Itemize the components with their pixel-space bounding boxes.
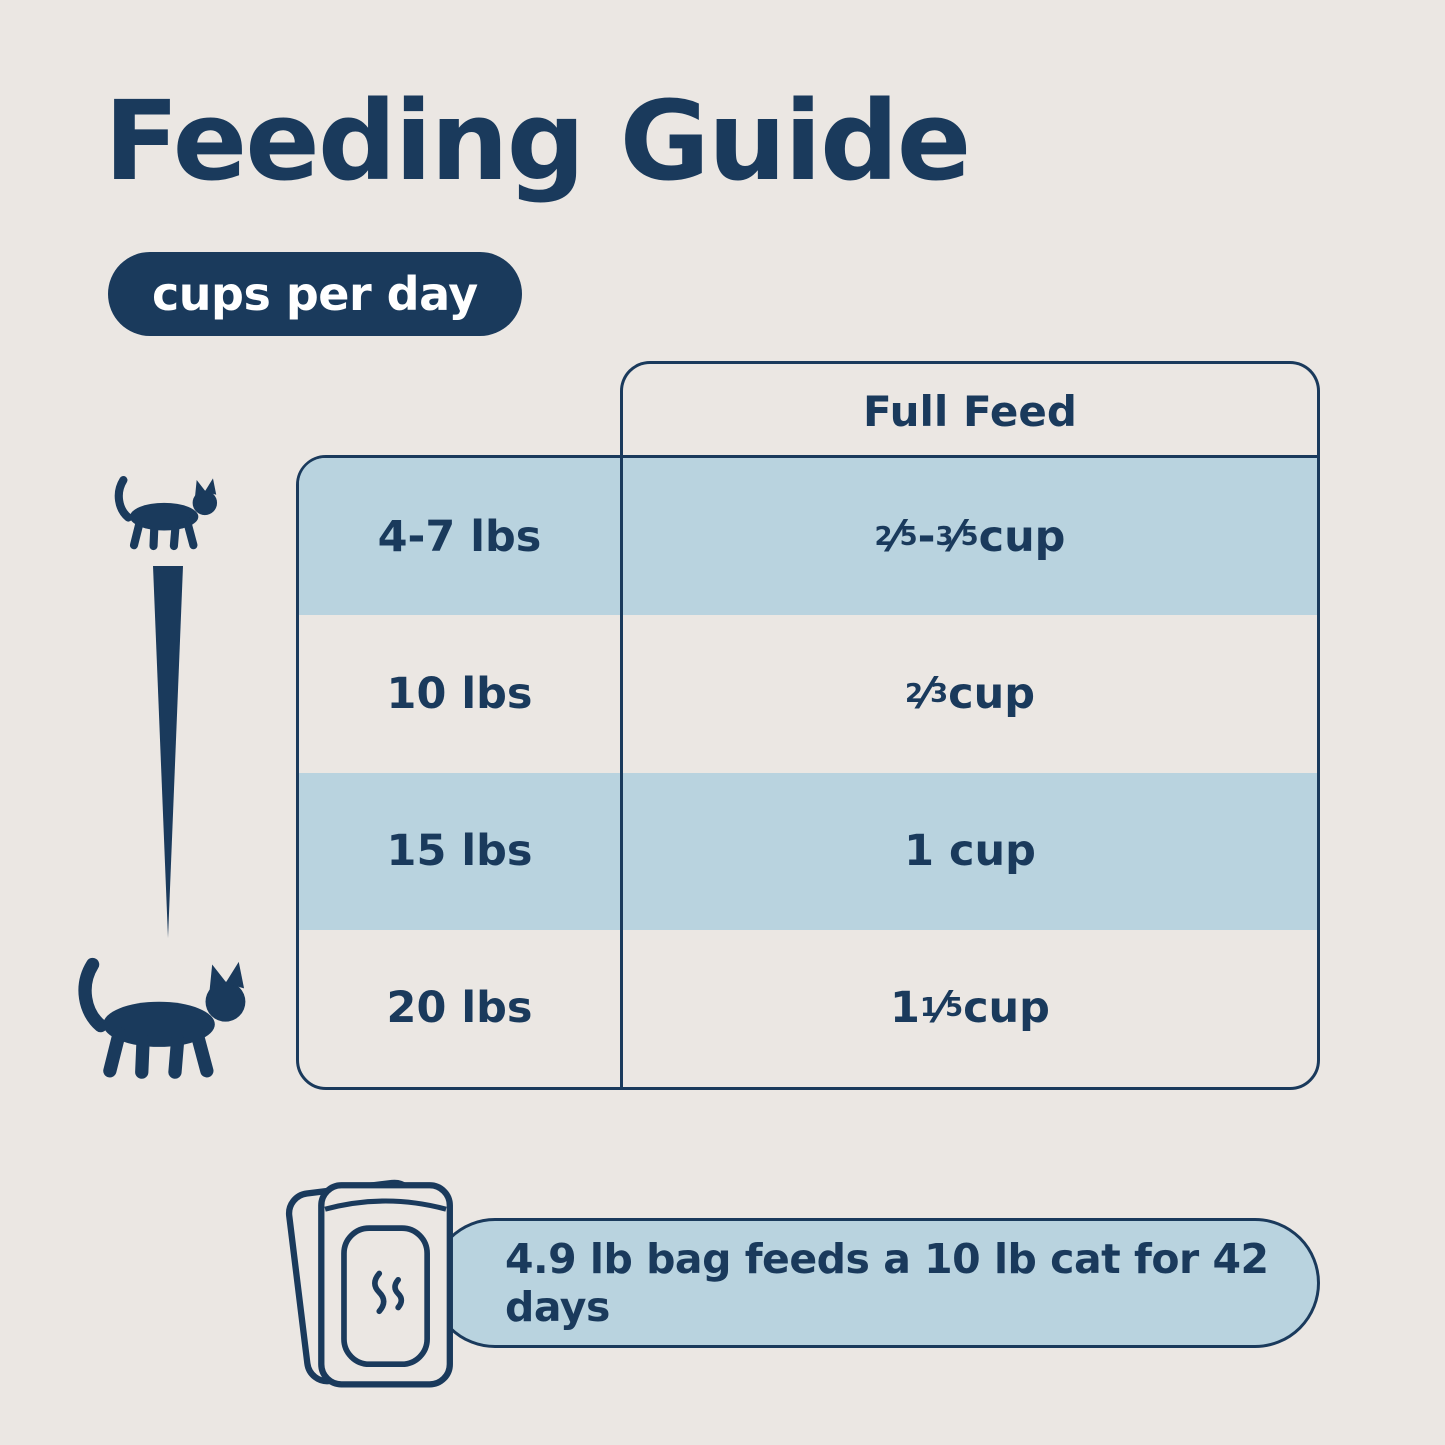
size-gradient-wedge-icon [153, 566, 183, 938]
amount-cell: 1 cup [620, 772, 1317, 930]
table-column-header: Full Feed [620, 361, 1320, 458]
table-row: 15 lbs 1 cup [299, 772, 1317, 930]
page-title: Feeding Guide [104, 77, 971, 205]
bag-feeds-banner: 4.9 lb bag feeds a 10 lb cat for 42 days [430, 1218, 1320, 1348]
weight-cell: 10 lbs [386, 668, 533, 719]
bag-feeds-banner-text: 4.9 lb bag feeds a 10 lb cat for 42 days [505, 1235, 1269, 1331]
weight-cell: 15 lbs [386, 826, 533, 877]
amount-cell: 2 ⁄ 3 cup [620, 615, 1317, 773]
weight-cell: 20 lbs [386, 983, 533, 1034]
amount-cell: 1 1 ⁄ 5 cup [620, 929, 1317, 1087]
cups-per-day-badge-label: cups per day [152, 267, 478, 321]
small-cat-icon [114, 475, 218, 551]
full-feed-header-label: Full Feed [863, 386, 1077, 436]
amount-cell: 2 ⁄ 5 - 3 ⁄ 5 cup [620, 458, 1317, 616]
feeding-table: 4-7 lbs 2 ⁄ 5 - 3 ⁄ 5 cup 10 lbs 2 ⁄ 3 cup 15 … [296, 455, 1320, 1090]
weight-cell: 4-7 lbs [377, 511, 542, 562]
table-row: 10 lbs 2 ⁄ 3 cup [299, 615, 1317, 773]
cups-per-day-badge: cups per day [108, 252, 522, 336]
table-row: 20 lbs 1 1 ⁄ 5 cup [299, 929, 1317, 1087]
table-row: 4-7 lbs 2 ⁄ 5 - 3 ⁄ 5 cup [299, 458, 1317, 616]
cat-food-bag-icon [285, 1179, 453, 1388]
feeding-table-rows: 4-7 lbs 2 ⁄ 5 - 3 ⁄ 5 cup 10 lbs 2 ⁄ 3 cup 15 … [299, 458, 1317, 1087]
large-cat-icon [78, 957, 246, 1079]
